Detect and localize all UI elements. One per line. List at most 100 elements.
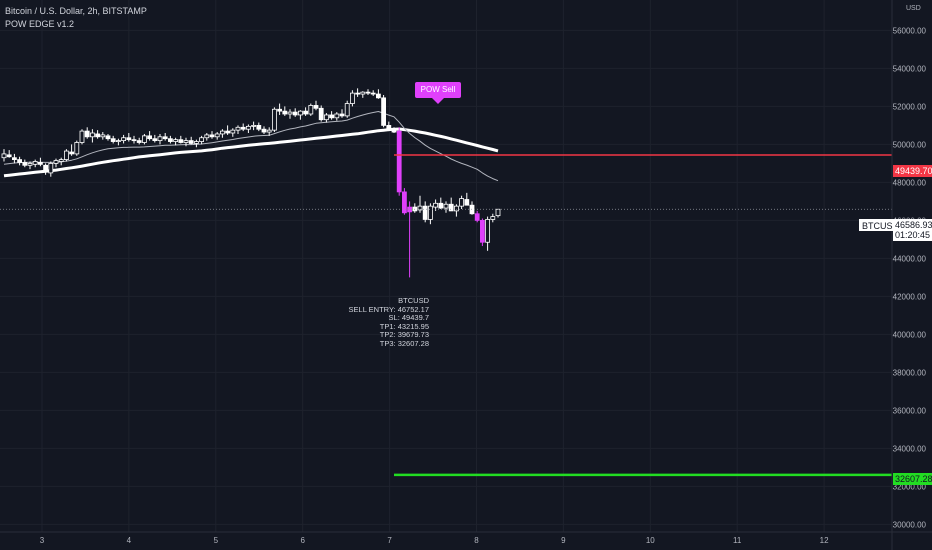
candle-body <box>448 203 454 212</box>
y-tick-label: 40000.00 <box>893 330 927 339</box>
candle-body <box>48 162 54 174</box>
moving-average-lines <box>3 111 499 182</box>
candle-body <box>79 130 85 143</box>
candle-body <box>204 134 210 139</box>
candle-body <box>95 133 100 138</box>
candle-body <box>90 132 95 138</box>
x-tick-label: 11 <box>733 536 742 545</box>
candle-body <box>136 140 142 143</box>
candle-body <box>256 125 262 130</box>
info-line: BTCUSD <box>398 296 429 305</box>
candle-body <box>277 108 283 112</box>
candlesticks <box>1 88 501 278</box>
candle-body <box>11 157 17 160</box>
info-line: TP1: 43215.95 <box>379 321 429 331</box>
info-line: SL: 49439.7 <box>388 313 429 322</box>
info-line: TP2: 39679.73 <box>379 330 429 339</box>
candle-body <box>282 110 288 115</box>
currency-label: USD <box>906 5 921 12</box>
y-tick-label: 50000.00 <box>893 140 927 149</box>
candle-body <box>355 92 361 95</box>
x-tick-label: 5 <box>214 536 219 545</box>
candle-body <box>329 114 335 119</box>
y-tick-label: 54000.00 <box>893 64 927 73</box>
candle-body <box>209 134 215 138</box>
symbol-title[interactable]: Bitcoin / U.S. Dollar, 2h, BITSTAMP <box>5 6 147 16</box>
candle-body <box>162 136 168 140</box>
info-line: SELL ENTRY: 46752.17 <box>348 304 429 314</box>
y-tick-label: 34000.00 <box>893 444 927 453</box>
candle-body <box>271 108 277 131</box>
candle-body <box>183 140 189 143</box>
candle-body <box>438 202 444 209</box>
y-tick-label: 32000.00 <box>893 482 927 491</box>
candle-body <box>323 114 329 121</box>
candle-body <box>219 130 225 135</box>
candle-body <box>58 159 64 162</box>
candle-body <box>188 140 194 144</box>
slow-moving-average-line <box>3 127 499 178</box>
candle-body <box>6 154 12 158</box>
candle-body <box>303 110 309 115</box>
candle-body <box>318 107 324 121</box>
indicator-name[interactable]: POW EDGE v1.2 <box>5 19 75 29</box>
candle-body <box>84 130 90 138</box>
candle-body <box>245 125 251 130</box>
stop-loss-price-tag: 49439.70 <box>893 165 932 177</box>
candle-body <box>121 137 126 141</box>
candle-body <box>199 137 205 142</box>
candle-body <box>251 125 257 127</box>
x-tick-label: 7 <box>387 536 392 545</box>
candle-body <box>32 161 38 165</box>
candle-body <box>193 141 199 144</box>
sell-signal-label: POW Sell <box>415 82 461 98</box>
y-tick-label: 38000.00 <box>893 368 927 377</box>
y-tick-label: 48000.00 <box>893 178 927 187</box>
level-lines <box>0 154 892 477</box>
candle-body <box>173 139 179 142</box>
candle-body <box>64 150 69 161</box>
candle-body <box>313 105 319 109</box>
candle-body <box>1 153 7 159</box>
y-tick-label: 52000.00 <box>893 102 927 111</box>
x-tick-label: 12 <box>820 536 829 545</box>
x-tick-label: 6 <box>300 536 305 545</box>
candle-body <box>126 137 132 141</box>
candle-body <box>74 142 80 155</box>
y-tick-label: 42000.00 <box>893 292 927 301</box>
candle-body <box>178 139 184 143</box>
candle-body <box>370 92 376 95</box>
candle-body <box>69 151 74 155</box>
candle-body <box>230 129 236 134</box>
current-price-tag: 46586.93 <box>893 219 932 231</box>
info-line: TP3: 32607.28 <box>379 338 429 348</box>
y-tick-label: 56000.00 <box>893 26 927 35</box>
y-tick-label: 44000.00 <box>893 254 927 263</box>
candle-body <box>100 134 106 138</box>
candle-body <box>43 164 48 173</box>
candle-body <box>308 105 314 115</box>
candle-body <box>266 129 272 133</box>
candle-body <box>422 205 428 220</box>
candle-body <box>157 136 163 142</box>
candle-body <box>485 219 491 243</box>
candle-body <box>297 110 303 116</box>
candle-body <box>27 162 33 166</box>
candle-body <box>427 205 433 220</box>
candle-body <box>386 125 392 130</box>
candle-body <box>360 91 366 95</box>
candle-body <box>490 216 496 220</box>
candle-body <box>344 103 350 117</box>
x-tick-label: 3 <box>40 536 45 545</box>
candle-body <box>334 113 340 119</box>
take-profit-price-tag: 32607.28 <box>893 473 932 485</box>
candle-body <box>292 111 298 116</box>
x-tick-label: 4 <box>127 536 132 545</box>
candle-body <box>287 111 293 115</box>
candle-body <box>131 139 137 142</box>
candle-body <box>417 205 423 211</box>
candle-body <box>240 126 246 130</box>
